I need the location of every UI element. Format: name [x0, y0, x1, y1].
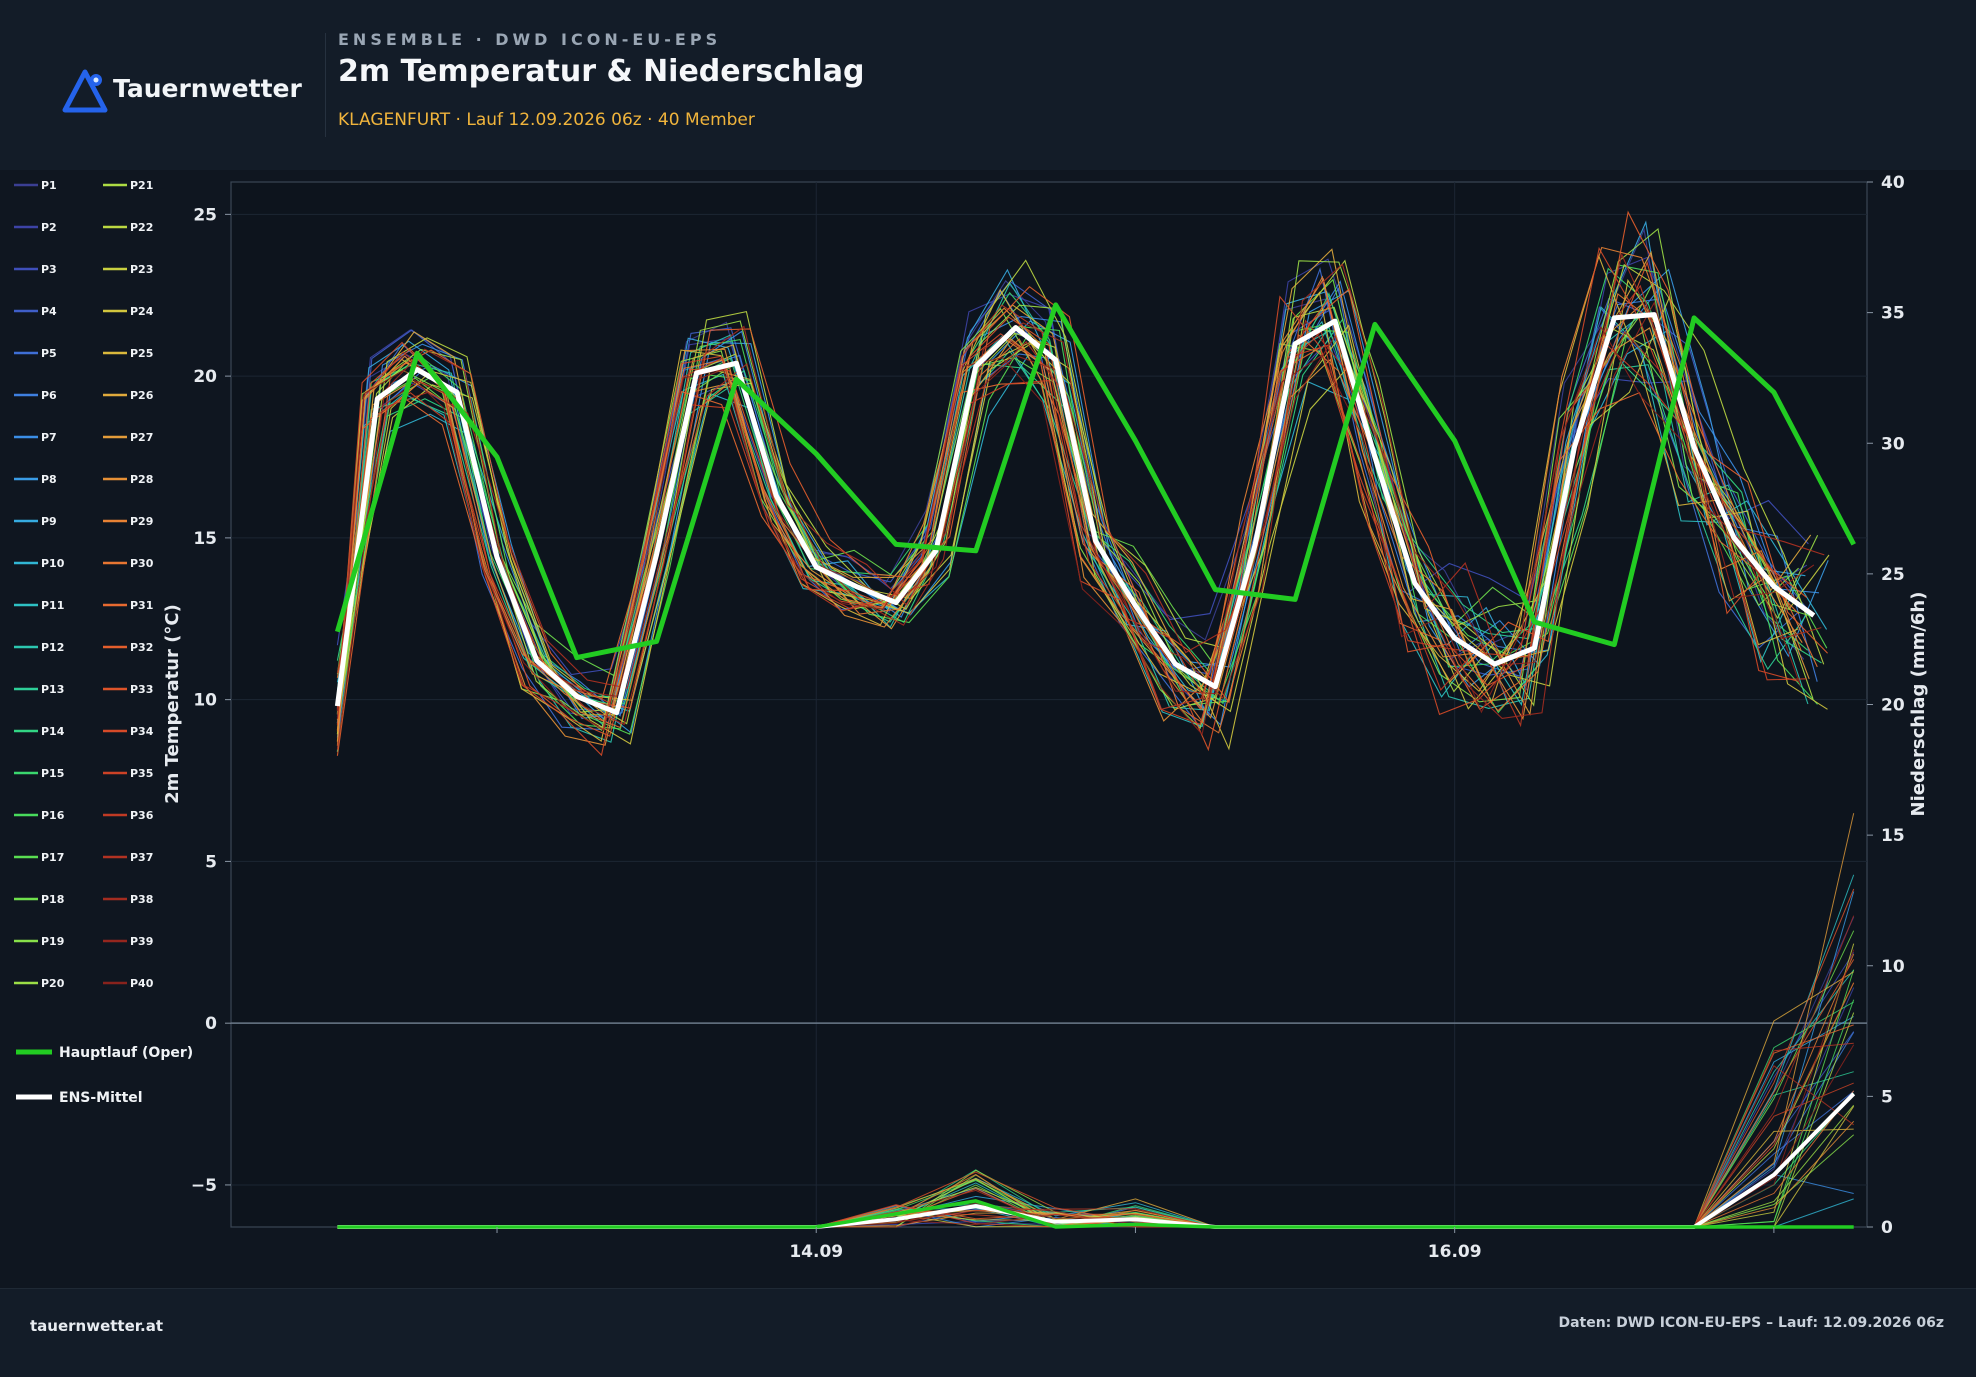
header-kicker: ENSEMBLE · DWD ICON-EU-EPS [338, 30, 722, 49]
legend: P1 P2 P3 P4 P5 P6 P7 P8 P9 P10 P11 P12 P13 P14 P15 P16 P… [14, 179, 193, 1106]
page-title: 2m Temperatur & Niederschlag [338, 54, 865, 89]
legend-label: P1 [41, 179, 57, 192]
member-temp-line-p40 [336, 325, 1802, 736]
legend-label: P18 [41, 893, 64, 906]
footer-site: tauernwetter.at [30, 1317, 164, 1335]
y-tick-label-right: 35 [1881, 304, 1905, 324]
y-tick-label: 5 [205, 852, 217, 872]
legend-label: P25 [130, 347, 153, 360]
legend-label: P20 [41, 977, 65, 990]
legend-label: P31 [130, 599, 153, 612]
member-temp-line-p36 [336, 284, 1801, 731]
legend-label: P9 [41, 515, 57, 528]
header: Tauernwetter ENSEMBLE · DWD ICON-EU-EPS … [0, 0, 1976, 170]
legend-label: P40 [130, 977, 154, 990]
mountain-logo-icon [62, 69, 108, 113]
legend-label: P38 [130, 893, 153, 906]
legend-label: P13 [41, 683, 64, 696]
member-temp-line-p33 [336, 260, 1808, 752]
legend-label: P16 [41, 809, 65, 822]
y-tick-label: 20 [193, 367, 217, 387]
legend-label: P12 [41, 641, 64, 654]
legend-label: P32 [130, 641, 153, 654]
legend-label-main: ENS-Mittel [59, 1090, 143, 1106]
member-temp-line-p16 [336, 264, 1818, 752]
legend-label: P2 [41, 221, 57, 234]
legend-label: P37 [130, 851, 153, 864]
legend-label: P29 [130, 515, 153, 528]
legend-label: P21 [130, 179, 153, 192]
legend-label: P35 [130, 767, 153, 780]
logo-text: Tauernwetter [113, 74, 302, 103]
y-tick-label-right: 25 [1881, 565, 1905, 585]
ens-mean-temp-line [334, 312, 1816, 716]
y-tick-label: 25 [193, 205, 217, 225]
y-axis-label-left: 2m Temperatur (°C) [162, 604, 183, 804]
legend-label: P7 [41, 431, 57, 444]
member-temp-line-p19 [336, 307, 1799, 732]
y-tick-label: 15 [193, 529, 217, 549]
legend-label: P19 [41, 935, 64, 948]
y-tick-label: 10 [193, 691, 217, 711]
member-temp-line-p23 [336, 295, 1830, 713]
legend-label: P27 [130, 431, 153, 444]
legend-label: P36 [130, 809, 154, 822]
legend-label: P15 [41, 767, 64, 780]
legend-label: P22 [130, 221, 153, 234]
legend-label: P39 [130, 935, 153, 948]
y-tick-label-right: 20 [1881, 696, 1905, 716]
run-subtitle: KLAGENFURT · Lauf 12.09.2026 06z · 40 Me… [338, 110, 755, 130]
x-tick-label: 14.09 [789, 1242, 843, 1262]
y-tick-label-right: 15 [1881, 826, 1905, 846]
ensemble-chart: −5 0 5 10 15 20 25 0 5 10 15 20 25 30 35 40 14.09 16.09 P… [14, 173, 1929, 1262]
legend-label: P33 [130, 683, 153, 696]
member-temp-line-p35 [336, 344, 1808, 710]
axes: −5 0 5 10 15 20 25 0 5 10 15 20 25 30 35 40 14.09 16.09 [191, 173, 1905, 1262]
header-divider [325, 33, 326, 137]
y-tick-label: 0 [205, 1014, 217, 1034]
legend-label: P6 [41, 389, 57, 402]
member-temp-line-p28 [336, 277, 1803, 746]
y-tick-label-right: 30 [1881, 434, 1905, 454]
legend-label-main: Hauptlauf (Oper) [59, 1045, 193, 1061]
member-temp-line-p29 [336, 246, 1802, 746]
legend-label: P10 [41, 557, 65, 570]
main-series [334, 302, 1856, 1229]
y-tick-label: −5 [191, 1176, 217, 1196]
member-temp-line-p21 [336, 306, 1814, 735]
member-temp-line-p38 [336, 252, 1822, 750]
oper-temp-line [334, 302, 1856, 661]
member-temp-line-p24 [336, 278, 1828, 751]
member-temp-line-p30 [336, 293, 1818, 734]
legend-label: P26 [130, 389, 154, 402]
y-tick-label-right: 0 [1881, 1218, 1893, 1238]
oper-precip-line [337, 1199, 1854, 1229]
legend-label: P8 [41, 473, 57, 486]
x-tick-label: 16.09 [1428, 1242, 1482, 1262]
y-tick-label-right: 10 [1881, 957, 1905, 977]
y-tick-label-right: 40 [1881, 173, 1905, 193]
legend-label: P17 [41, 851, 64, 864]
legend-label: P23 [130, 263, 153, 276]
y-axis-label-right: Niederschlag (mm/6h) [1908, 592, 1929, 817]
member-temp-line-p17 [336, 328, 1828, 735]
y-tick-label-right: 5 [1881, 1087, 1893, 1107]
legend-label: P14 [41, 725, 65, 738]
legend-label: P34 [130, 725, 154, 738]
member-temp-line-p25 [336, 254, 1799, 743]
legend-label: P4 [41, 305, 57, 318]
legend-label: P11 [41, 599, 64, 612]
footer: tauernwetter.at Daten: DWD ICON-EU-EPS –… [0, 1288, 1976, 1377]
legend-label: P30 [130, 557, 154, 570]
legend-label: P28 [130, 473, 153, 486]
legend-label: P5 [41, 347, 57, 360]
legend-label: P3 [41, 263, 57, 276]
footer-data-source: Daten: DWD ICON-EU-EPS – Lauf: 12.09.202… [1558, 1315, 1944, 1331]
legend-label: P24 [130, 305, 154, 318]
